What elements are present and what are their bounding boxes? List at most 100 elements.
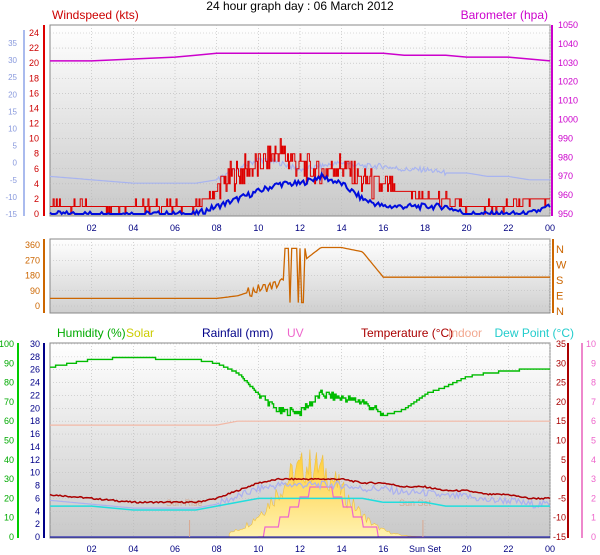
x-tick-bottom: 16 <box>378 544 388 554</box>
temperature-tick: 5 <box>561 455 566 465</box>
faint-left-tick: 20 <box>8 90 17 99</box>
compass-label: E <box>556 291 563 303</box>
faint-left-tick: -5 <box>10 176 18 185</box>
humidity-tick: 0 <box>9 532 14 542</box>
humidity-tick: 40 <box>4 455 14 465</box>
humidity-tick: 100 <box>0 339 14 349</box>
faint-left-tick: 15 <box>8 107 17 116</box>
wind-tick: 20 <box>29 58 39 68</box>
rain-tick: 30 <box>30 339 40 349</box>
humidity-tick: 90 <box>4 358 14 368</box>
rain-tick: 28 <box>30 352 40 362</box>
uv-tick: 7 <box>591 397 596 407</box>
compass-label: S <box>556 275 563 287</box>
x-tick-top: 02 <box>87 223 97 233</box>
temperature-tick: -15 <box>553 532 566 542</box>
rain-tick: 22 <box>30 390 40 400</box>
rain-tick: 18 <box>30 416 40 426</box>
humidity-tick: 50 <box>4 436 14 446</box>
baro-tick: 1000 <box>558 115 578 125</box>
x-tick-bottom: 20 <box>462 544 472 554</box>
temperature-tick: 30 <box>556 358 566 368</box>
baro-tick: 960 <box>558 190 573 200</box>
direction-tick: 90 <box>30 286 40 296</box>
faint-left-tick: 5 <box>13 142 18 151</box>
rain-tick: 14 <box>30 442 40 452</box>
x-tick-top: 08 <box>212 223 222 233</box>
temperature-label: Temperature (°C) <box>361 326 453 340</box>
baro-tick: 980 <box>558 152 573 162</box>
direction-tick: 0 <box>35 301 40 311</box>
wind-tick: 16 <box>29 88 39 98</box>
uv-tick: 5 <box>591 436 596 446</box>
uv-label: UV <box>287 326 304 340</box>
x-tick-top: 14 <box>337 223 347 233</box>
rainfall-label: Rainfall (mm) <box>202 326 273 340</box>
temperature-tick: 10 <box>556 436 566 446</box>
x-tick-top: 20 <box>462 223 472 233</box>
uv-tick: 1 <box>591 513 596 523</box>
rain-tick: 16 <box>30 429 40 439</box>
x-tick-bottom: 06 <box>170 544 180 554</box>
compass-label: W <box>556 260 567 272</box>
wind-tick: 18 <box>29 73 39 83</box>
x-tick-bottom: 02 <box>87 544 97 554</box>
faint-left-tick: -10 <box>5 193 17 202</box>
uv-tick: 10 <box>586 339 596 349</box>
uv-tick: 8 <box>591 378 596 388</box>
direction-line <box>50 246 550 304</box>
direction-tick: 360 <box>25 240 40 250</box>
x-tick-bottom: 22 <box>503 544 513 554</box>
gust-line <box>49 171 551 217</box>
wind-tick: 6 <box>34 164 39 174</box>
indoor-line <box>50 420 550 426</box>
temperature-tick: 0 <box>561 474 566 484</box>
x-tick-top: 04 <box>128 223 138 233</box>
temperature-tick: 15 <box>556 416 566 426</box>
temperature-line <box>49 477 551 504</box>
faint-left-tick: 25 <box>8 73 17 82</box>
temperature-tick: -10 <box>553 513 566 523</box>
x-tick-bottom: 04 <box>128 544 138 554</box>
baro-tick: 1040 <box>558 39 578 49</box>
rain-tick: 0 <box>35 532 40 542</box>
uv-tick: 6 <box>591 416 596 426</box>
baro-tick: 1020 <box>558 77 578 87</box>
barometer-line <box>50 52 551 62</box>
rain-tick: 2 <box>35 519 40 529</box>
rain-tick: 4 <box>35 506 40 516</box>
chart-title: 24 hour graph day : 06 March 2012 <box>206 0 394 13</box>
compass-label: N <box>556 244 564 256</box>
x-tick-top: 18 <box>420 223 430 233</box>
x-tick-top: 06 <box>170 223 180 233</box>
baro-tick: 950 <box>558 209 573 219</box>
faint-left-tick: 30 <box>8 56 17 65</box>
faint-temperature-line <box>49 157 550 184</box>
humidity-line <box>50 356 550 417</box>
x-tick-top: 16 <box>378 223 388 233</box>
faint-climate-line <box>49 480 551 509</box>
humidity-label: Humidity (%) <box>57 326 126 340</box>
direction-tick: 270 <box>25 255 40 265</box>
x-tick-bottom: 12 <box>295 544 305 554</box>
windspeed-line <box>50 138 550 215</box>
wind-tick: 14 <box>29 103 39 113</box>
rain-tick: 24 <box>30 378 40 388</box>
humidity-tick: 80 <box>4 378 14 388</box>
temperature-tick: 35 <box>556 339 566 349</box>
compass-label: N <box>556 306 564 318</box>
x-tick-top: 00 <box>545 223 555 233</box>
rain-tick: 6 <box>35 493 40 503</box>
wind-tick: 2 <box>34 194 39 204</box>
humidity-tick: 70 <box>4 397 14 407</box>
wind-tick: 22 <box>29 43 39 53</box>
faint-left-tick: 10 <box>8 125 17 134</box>
wind-tick: 8 <box>34 149 39 159</box>
x-tick-top: 12 <box>295 223 305 233</box>
wind-tick: 24 <box>29 28 39 38</box>
x-tick-bottom: 08 <box>212 544 222 554</box>
x-tick-top: 22 <box>503 223 513 233</box>
indoor-label: Indoor <box>448 326 482 340</box>
